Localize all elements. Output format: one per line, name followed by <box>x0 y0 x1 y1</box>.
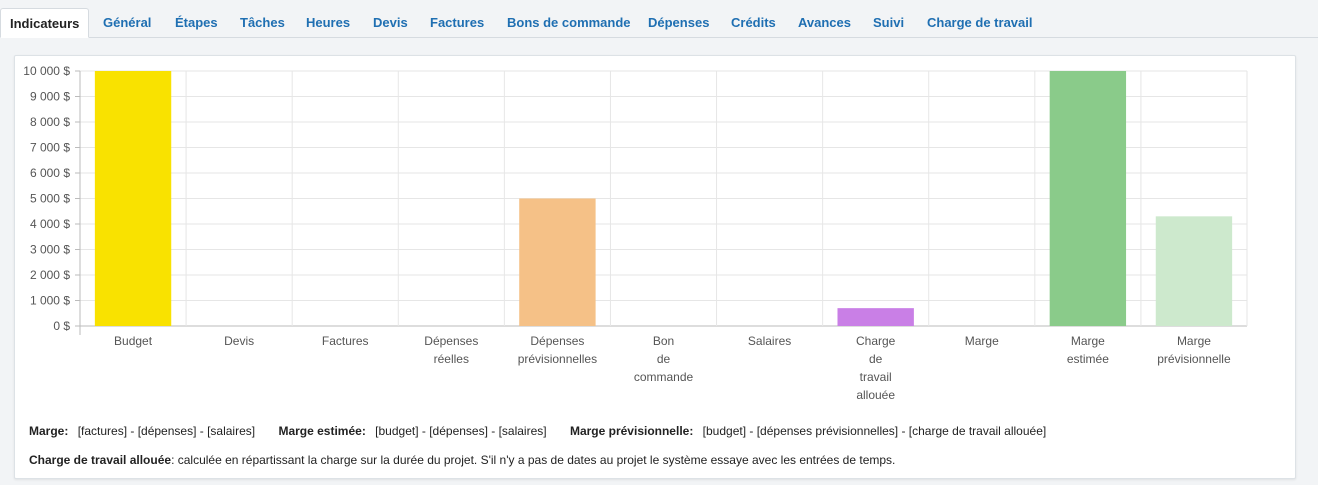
charge-label: Charge de travail allouée <box>29 453 172 467</box>
marge-previsionnelle-label: Marge prévisionnelle: <box>569 424 694 438</box>
marge-previsionnelle-formula: [budget] - [dépenses prévisionnelles] - … <box>702 424 1047 438</box>
tab-general[interactable]: Général <box>103 15 152 30</box>
marge-estimee-label: Marge estimée: <box>278 424 366 438</box>
tab-factures[interactable]: Factures <box>430 15 485 30</box>
formula-legend: Marge: [factures] - [dépenses] - [salair… <box>29 424 1046 438</box>
marge-label: Marge: <box>29 424 69 438</box>
indicators-panel <box>14 55 1296 479</box>
tab-devis[interactable]: Devis <box>373 15 408 30</box>
charge-note: Charge de travail allouée: calculée en r… <box>29 453 895 467</box>
tab-taches[interactable]: Tâches <box>240 15 285 30</box>
tab-indicateurs[interactable]: Indicateurs <box>0 8 90 38</box>
tab-bar: Indicateurs Général Étapes Tâches Heures… <box>0 0 1318 38</box>
tab-suivi[interactable]: Suivi <box>873 15 905 30</box>
tab-credits[interactable]: Crédits <box>731 15 776 30</box>
tab-etapes[interactable]: Étapes <box>175 15 218 30</box>
tab-charge-de-travail[interactable]: Charge de travail <box>927 15 1033 30</box>
charge-text: : calculée en répartissant la charge sur… <box>171 453 896 467</box>
tab-avances[interactable]: Avances <box>798 15 851 30</box>
tab-bons-de-commande[interactable]: Bons de commande <box>507 15 631 30</box>
tab-heures[interactable]: Heures <box>306 15 351 30</box>
tab-depenses[interactable]: Dépenses <box>648 15 710 30</box>
marge-estimee-formula: [budget] - [dépenses] - [salaires] <box>375 424 547 438</box>
marge-formula: [factures] - [dépenses] - [salaires] <box>77 424 256 438</box>
